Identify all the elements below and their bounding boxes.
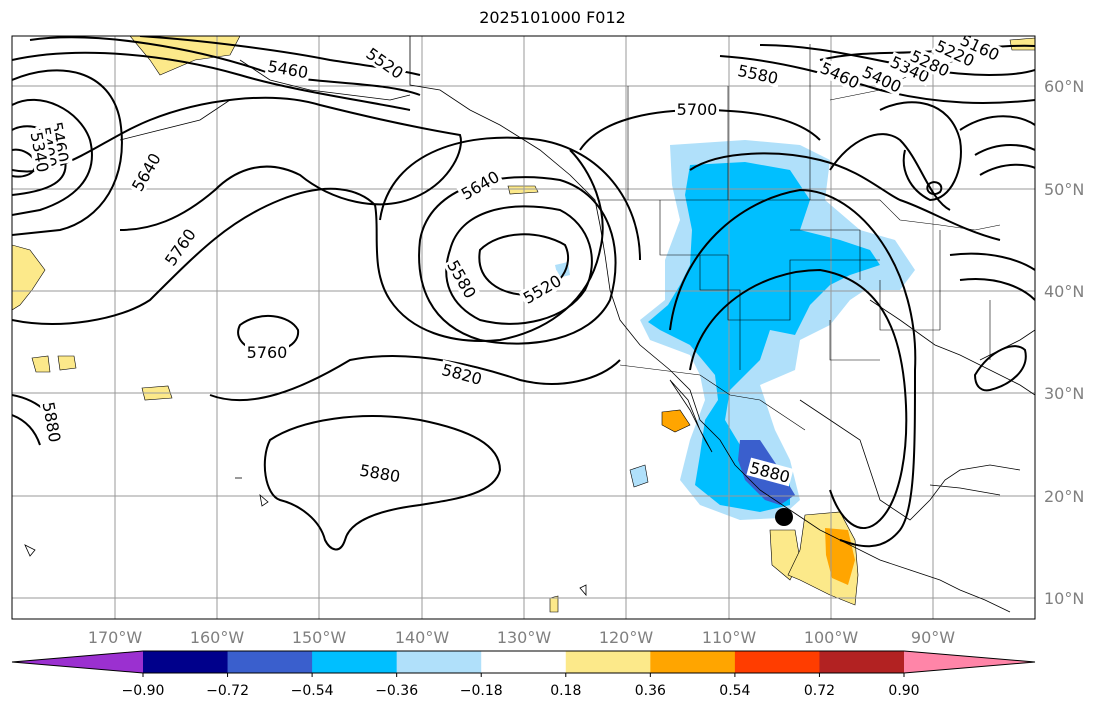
longitude-labels: 170°W 160°W 150°W 140°W 130°W 120°W 110°… bbox=[88, 628, 955, 647]
contour-label: 5880 bbox=[39, 400, 65, 443]
contour-label: 5640 bbox=[128, 150, 165, 195]
contour-label-bg bbox=[39, 398, 65, 446]
lat-label: 30°N bbox=[1044, 384, 1084, 403]
colorbar-segment bbox=[12, 651, 143, 673]
lon-label: 130°W bbox=[497, 628, 552, 647]
lat-label: 40°N bbox=[1044, 282, 1084, 301]
colorbar-tick-label: −0.18 bbox=[460, 683, 503, 699]
contour-label: 5760 bbox=[247, 343, 288, 362]
contour-label-bg bbox=[160, 223, 200, 271]
colorbar-tick-label: 0.36 bbox=[635, 683, 666, 699]
contour-label: 5580 bbox=[736, 61, 780, 88]
contour-label-bg bbox=[264, 56, 312, 82]
contour-label-bg bbox=[956, 36, 1004, 65]
contour-label: 5880 bbox=[358, 461, 401, 487]
colorbar-tick-label: −0.90 bbox=[122, 683, 165, 699]
height-contours bbox=[12, 36, 1035, 551]
colorbar-tick-label: −0.54 bbox=[291, 683, 334, 699]
contour-label: 5820 bbox=[440, 360, 484, 389]
colorbar-segment bbox=[227, 651, 313, 673]
contour-labels: 5460 5520 5580 5460540053405280522051605700… bbox=[27, 36, 1004, 487]
contour-label-bg bbox=[27, 128, 53, 176]
contour-label-bg bbox=[746, 457, 794, 487]
contour-label-bg bbox=[886, 51, 934, 87]
political-borders bbox=[600, 44, 1001, 431]
contour-label-bg bbox=[356, 460, 404, 486]
lat-label: 50°N bbox=[1044, 180, 1084, 199]
colorbar-tick-label: −0.72 bbox=[206, 683, 249, 699]
coastlines bbox=[24, 36, 1035, 613]
contour-label-bg bbox=[443, 255, 481, 303]
colorbar-segment bbox=[481, 651, 567, 673]
contour-label-bg bbox=[456, 166, 504, 204]
colorbar-segment bbox=[312, 651, 398, 673]
contour-label-bg bbox=[245, 343, 289, 361]
contour-label-bg bbox=[906, 45, 954, 81]
map-area: 5460 5520 5580 5460540053405280522051605700… bbox=[12, 36, 1035, 619]
lon-label: 90°W bbox=[911, 628, 955, 647]
lat-label: 10°N bbox=[1044, 589, 1084, 608]
colorbar-segment bbox=[904, 651, 1035, 673]
lon-label: 100°W bbox=[804, 628, 859, 647]
lat-label: 20°N bbox=[1044, 487, 1084, 506]
lon-label: 170°W bbox=[88, 628, 143, 647]
map-title: 2025101000 F012 bbox=[479, 8, 626, 27]
colorbar-tick-label: −0.36 bbox=[375, 683, 418, 699]
latitude-labels: 60°N 50°N 40°N 30°N 20°N 10°N bbox=[1044, 77, 1084, 608]
contour-label-bg bbox=[734, 60, 782, 88]
contour-label: 5700 bbox=[677, 100, 718, 119]
contour-label-bg bbox=[816, 57, 864, 93]
colorbar-segment bbox=[565, 651, 651, 673]
contour-label-bg bbox=[361, 43, 409, 83]
colorbar-segment bbox=[143, 651, 229, 673]
lon-label: 150°W bbox=[292, 628, 347, 647]
map-frame bbox=[11, 35, 1036, 620]
contour-label-bg bbox=[858, 61, 906, 97]
colorbar-tick-label: 0.72 bbox=[804, 683, 835, 699]
lon-label: 160°W bbox=[190, 628, 245, 647]
contour-label: 5460 bbox=[817, 58, 862, 92]
lat-label: 60°N bbox=[1044, 77, 1084, 96]
colorbar-segment bbox=[650, 651, 736, 673]
colorbar-tick-label: 0.90 bbox=[888, 683, 919, 699]
shaded-field-negative bbox=[555, 140, 915, 520]
contour-label: 5520 bbox=[520, 271, 565, 308]
contour-label-bg bbox=[127, 148, 165, 196]
colorbar-segment bbox=[819, 651, 905, 673]
marker-point bbox=[775, 508, 793, 526]
contour-label-bg bbox=[518, 270, 566, 308]
contour-label: 5580 bbox=[443, 257, 480, 302]
contour-label: 5640 bbox=[458, 167, 503, 204]
colorbar-segment bbox=[396, 651, 482, 673]
lon-label: 110°W bbox=[702, 628, 757, 647]
lon-label: 120°W bbox=[599, 628, 654, 647]
contour-label-bg bbox=[675, 100, 719, 118]
lon-label: 140°W bbox=[395, 628, 450, 647]
contour-label: 5460 bbox=[266, 57, 309, 83]
contour-label-bg bbox=[438, 359, 486, 389]
colorbar-tick-label: 0.18 bbox=[550, 683, 581, 699]
map-gridlines bbox=[12, 36, 1035, 619]
colorbar: −0.90 −0.72 −0.54 −0.36 −0.18 0.18 0.36 0.54 0.7… bbox=[11, 650, 1036, 699]
colorbar-tick-label: 0.54 bbox=[719, 683, 750, 699]
colorbar-segment bbox=[734, 651, 820, 673]
contour-label-bg bbox=[931, 36, 979, 71]
